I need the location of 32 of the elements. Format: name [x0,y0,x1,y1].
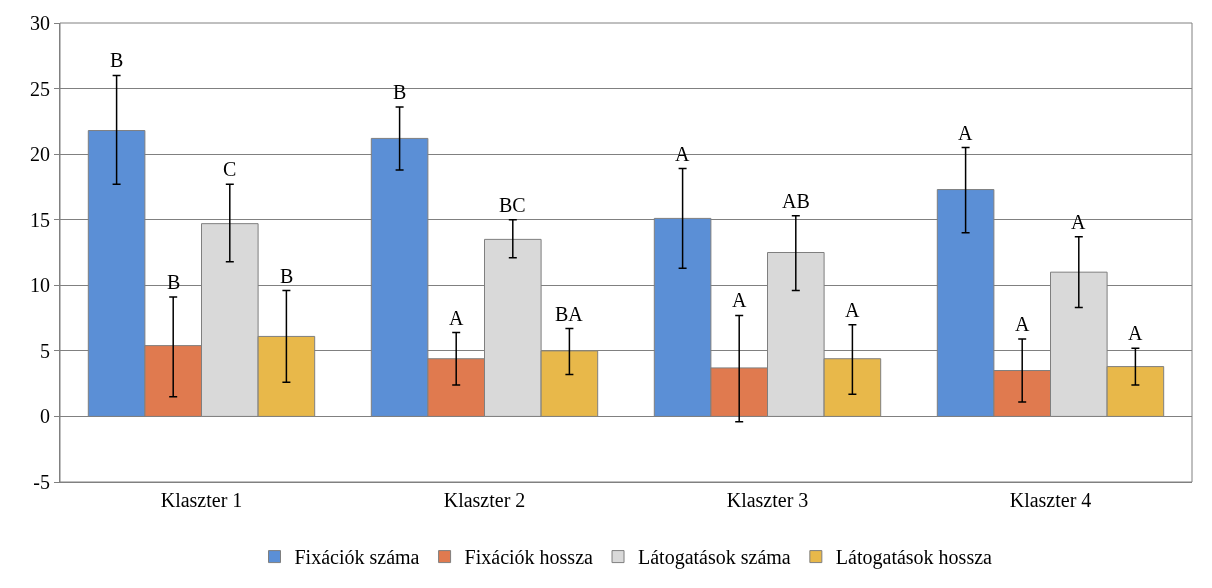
annotation: A [1071,211,1086,233]
annotation: A [675,143,690,165]
x-tick-label: Klaszter 1 [160,489,243,511]
annotation: B [110,49,124,71]
legend-label: Fixációk száma [294,546,420,569]
y-tick-label: 15 [30,208,50,231]
legend-label: Látogatások hossza [835,546,993,570]
x-tick-label: Klaszter 3 [726,489,809,511]
y-tick-label: -5 [33,471,50,493]
x-tick-label: Klaszter 4 [1009,489,1092,511]
x-tick-label: Klaszter 2 [443,489,526,511]
y-tick-label: 0 [40,405,50,428]
legend-label: Látogatások száma [638,546,791,570]
y-tick-label: 30 [30,12,50,34]
annotation: A [845,299,860,321]
y-tick-label: 20 [30,143,50,166]
annotation: BC [499,194,526,216]
annotation: BA [555,303,584,325]
annotation: A [732,289,747,311]
annotation: C [223,158,237,180]
annotation: B [393,81,407,103]
annotation: A [1128,322,1143,344]
y-tick-label: 25 [30,77,50,100]
annotation: A [958,122,973,144]
y-tick-label: 5 [40,339,50,362]
annotation: A [1015,313,1030,335]
annotation: B [280,265,294,287]
annotation: A [449,307,464,329]
annotation: B [167,271,181,293]
annotation: AB [782,190,810,212]
legend-label: Fixációk hossza [464,546,594,569]
y-tick-label: 10 [30,274,50,297]
